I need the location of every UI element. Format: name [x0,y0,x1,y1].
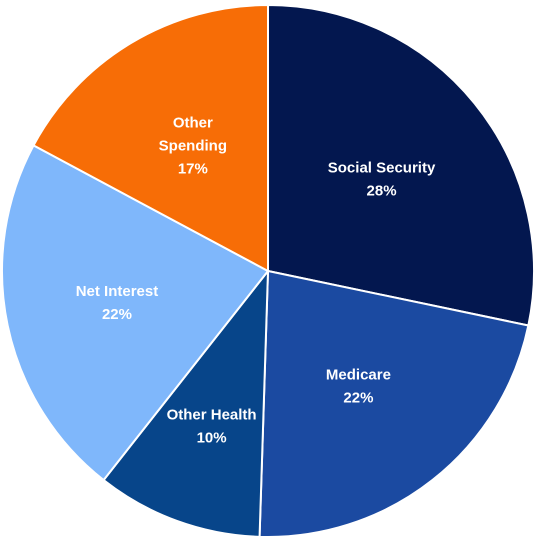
slice-label-medicare: Medicare 22% [326,366,391,406]
pie-slice-other-health [102,270,269,538]
slice-label-social-security: Social Security 28% [328,159,436,199]
slice-label-line: Medicare [326,366,391,383]
slice-label-line: Other [173,114,213,131]
slice-label-other-health: Other Health 10% [167,406,257,446]
pie-slice-medicare [258,270,530,538]
slice-label-line: Social Security [328,159,436,176]
pie-slice-net-interest [1,144,269,482]
slice-percent: 10% [197,429,227,446]
slice-label-line: Net Interest [76,283,159,300]
slice-label-net-interest: Net Interest 22% [76,283,159,323]
slice-percent: 28% [367,182,397,199]
slice-label-other-spending: Other Spending 17% [159,114,227,177]
slice-label-line: Spending [159,137,227,154]
pie-labels: Social Security 28% Medicare 22% Other Healt… [76,114,436,446]
pie-slice-other-spending [32,4,269,272]
pie-slices [1,4,535,538]
slice-percent: 22% [343,389,373,406]
pie-slice-social-security [267,4,535,327]
slice-percent: 17% [178,160,208,177]
slice-percent: 22% [102,306,132,323]
slice-label-line: Other Health [167,406,257,423]
